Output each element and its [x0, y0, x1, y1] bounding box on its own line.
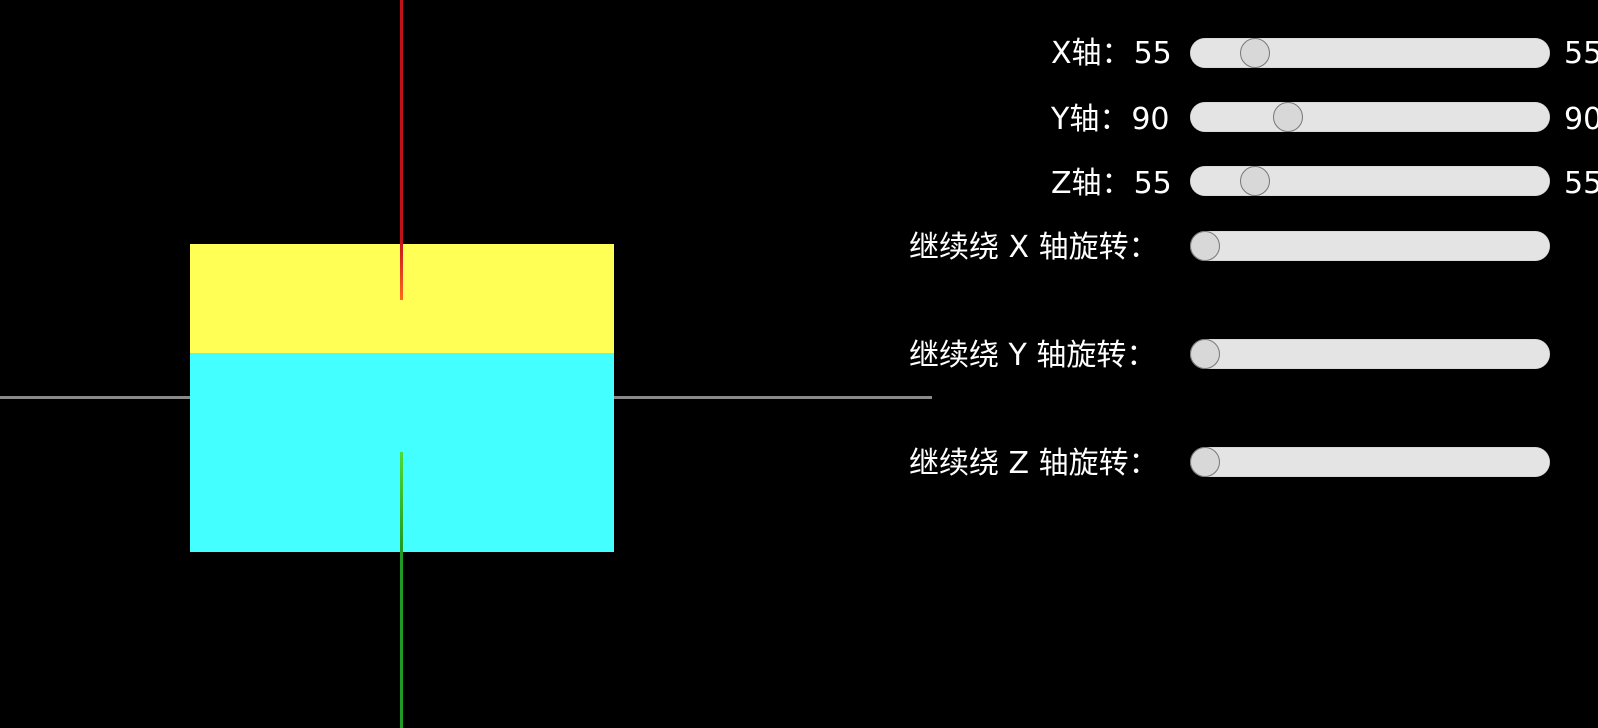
z-value-text: 55 [1133, 166, 1172, 201]
spin-y-label: 继续绕 Y 轴旋转： [909, 338, 1157, 373]
x-slider-thumb[interactable] [1240, 38, 1271, 68]
y-label-text: Y轴： [1051, 102, 1130, 137]
z-rotation-slider[interactable] [1190, 166, 1550, 196]
spin-z-slider-thumb[interactable] [1190, 447, 1220, 477]
spin-x-slider[interactable] [1190, 231, 1550, 261]
x-value-text: 55 [1133, 36, 1172, 71]
y-rotation-label: Y轴：90 [1051, 102, 1170, 138]
z-axis-line [400, 452, 403, 728]
y-side-value: 90 [1564, 102, 1598, 137]
z-slider-thumb[interactable] [1240, 166, 1271, 196]
spin-y-slider-thumb[interactable] [1190, 339, 1220, 369]
y-rotation-slider[interactable] [1190, 102, 1550, 132]
scene-canvas[interactable] [0, 0, 935, 728]
spin-z-slider[interactable] [1190, 447, 1550, 477]
x-rotation-label: X轴：55 [1051, 36, 1172, 72]
x-rotation-slider[interactable] [1190, 38, 1550, 68]
spin-z-label: 继续绕 Z 轴旋转： [909, 446, 1159, 481]
z-rotation-label: Z轴：55 [1051, 166, 1172, 202]
spin-y-slider[interactable] [1190, 339, 1550, 369]
x-side-value: 55 [1564, 36, 1598, 71]
spin-x-slider-thumb[interactable] [1190, 231, 1220, 261]
x-label-text: X轴： [1051, 36, 1132, 71]
y-axis-line [400, 0, 403, 300]
z-label-text: Z轴： [1051, 166, 1132, 201]
spin-x-label: 继续绕 X 轴旋转： [909, 230, 1159, 265]
y-value-text: 90 [1131, 102, 1170, 137]
z-side-value: 55 [1564, 166, 1598, 201]
y-slider-thumb[interactable] [1272, 102, 1303, 132]
